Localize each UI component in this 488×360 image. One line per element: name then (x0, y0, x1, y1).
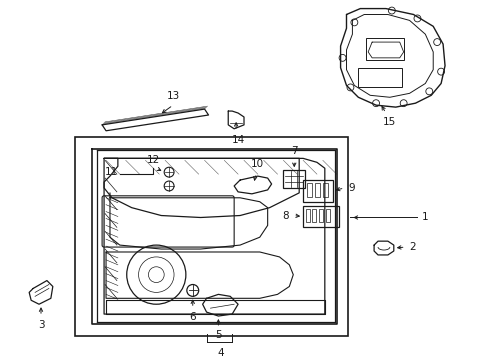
Text: 12: 12 (146, 155, 160, 165)
Text: 9: 9 (348, 183, 354, 193)
Bar (314, 183, 319, 197)
Bar (322, 183, 327, 197)
Bar (305, 209, 309, 222)
Text: 8: 8 (282, 211, 289, 221)
Bar (318, 209, 322, 222)
Bar (358, 68, 401, 87)
Bar (311, 209, 315, 222)
Text: 6: 6 (189, 312, 196, 322)
Text: 11: 11 (104, 167, 118, 177)
Text: 7: 7 (290, 147, 297, 156)
Bar (303, 180, 332, 202)
Text: 4: 4 (217, 348, 223, 357)
Bar (306, 183, 311, 197)
Text: 2: 2 (409, 242, 415, 252)
Text: 13: 13 (166, 91, 179, 101)
Text: 10: 10 (251, 159, 264, 169)
Bar (303, 206, 338, 228)
Text: 15: 15 (383, 117, 396, 127)
Bar (366, 38, 403, 60)
Bar (74, 137, 348, 336)
Text: 1: 1 (421, 212, 427, 222)
Text: 14: 14 (231, 135, 244, 145)
Bar (325, 209, 329, 222)
Text: 3: 3 (38, 320, 44, 330)
Text: 5: 5 (215, 330, 221, 340)
